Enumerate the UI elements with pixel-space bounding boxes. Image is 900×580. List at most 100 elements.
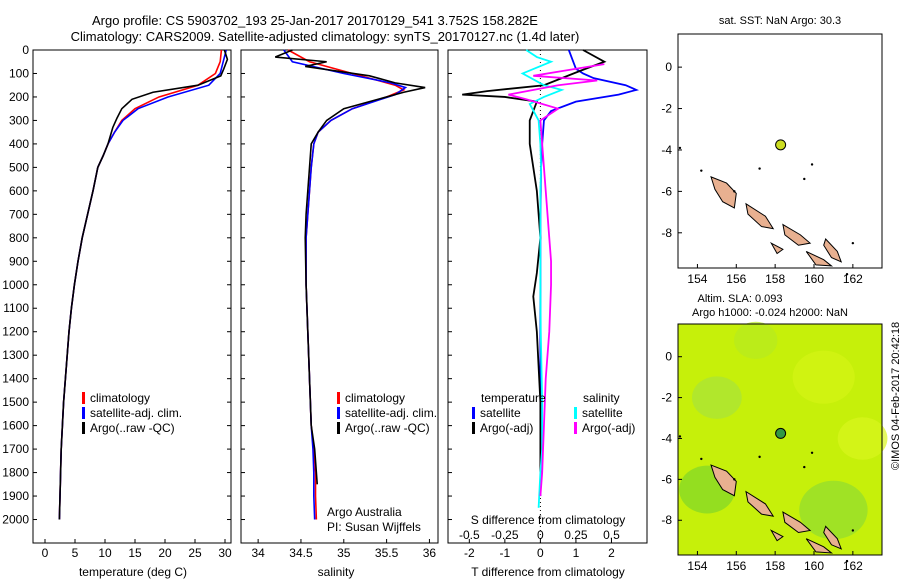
legend-swatch [82, 407, 85, 419]
legend-swatch [574, 422, 577, 434]
lat-tick-label: 0 [665, 350, 672, 364]
lon-tick-label: 162 [843, 272, 863, 286]
series-line [508, 63, 605, 497]
x-tick-label: 0 [537, 546, 544, 560]
legend-swatch [472, 422, 475, 434]
legend-swatch [337, 422, 340, 434]
y-tick-label: 1300 [2, 348, 29, 362]
y-tick-label: 0 [22, 43, 29, 57]
series-line [58, 49, 229, 520]
x-tick-label: 2 [608, 546, 615, 560]
lon-tick-label: 160 [804, 559, 824, 573]
lon-tick-label: 154 [687, 272, 707, 286]
difference-panel: -2-1012-0.5-0.2500.250.5temperaturesalin… [447, 49, 648, 560]
x-tick-label: -1 [500, 546, 511, 560]
x-tick-label: 36 [423, 546, 437, 560]
y-tick-label: 300 [9, 113, 29, 127]
lat-tick-label: -8 [661, 513, 672, 527]
lat-tick-label: -8 [661, 226, 672, 240]
x-tick-label: 1 [573, 546, 580, 560]
legend-label: satellite-adj. clim. [345, 406, 437, 420]
sla-map-panel: 154 156 158 160 162 0 -2 -4 -6 -8 [661, 321, 888, 573]
atoll [700, 169, 703, 172]
sla-blob [799, 480, 868, 540]
legend-label: Argo(-adj) [480, 421, 533, 435]
lat-tick-label: 0 [665, 60, 672, 74]
salinity-panel: 34 34.5 35 35.5 36 climatologysatellite-adj. … [240, 49, 439, 560]
salinity-annotation-line2: PI: Susan Wijffels [327, 520, 421, 534]
page-title-line1: Argo profile: CS 5903702_193 25-Jan-2017… [92, 13, 538, 28]
y-tick-label: 1900 [2, 489, 29, 503]
island [710, 176, 737, 209]
series-line [520, 49, 565, 508]
temperature-axis-label: temperature (deg C) [79, 565, 187, 579]
atoll [851, 529, 855, 532]
y-tick-label: 900 [9, 254, 29, 268]
lat-tick-label: -4 [661, 143, 672, 157]
y-tick-label: 200 [9, 90, 29, 104]
atoll [803, 465, 806, 469]
x-tick-label: 30 [218, 546, 232, 560]
island [745, 490, 775, 517]
s-tick-label: -0.25 [491, 528, 519, 542]
sla-blob [837, 417, 888, 460]
series-line [58, 49, 223, 520]
island [823, 238, 843, 263]
island [805, 538, 834, 554]
lon-tick-label: 158 [765, 559, 785, 573]
atoll [851, 241, 855, 245]
legend-swatch [337, 392, 340, 404]
x-tick-label: 0 [42, 546, 49, 560]
lon-tick-label: 154 [687, 559, 707, 573]
lon-tick-label: 156 [726, 272, 746, 286]
x-tick-label: -2 [464, 546, 475, 560]
x-tick-label: 35 [337, 546, 351, 560]
atoll [678, 435, 682, 438]
series-line [274, 49, 426, 485]
atoll [733, 478, 736, 481]
series-line [462, 49, 607, 473]
island [782, 511, 812, 534]
lon-tick-label: 156 [726, 559, 746, 573]
argo-float-marker [775, 139, 787, 151]
s-tick-label: -0.5 [459, 528, 480, 542]
lon-tick-label: 160 [804, 272, 824, 286]
legend-heading: salinity [583, 391, 620, 405]
x-tick-label: 25 [188, 546, 202, 560]
lon-tick-label: 158 [765, 272, 785, 286]
y-tick-label: 500 [9, 160, 29, 174]
island [769, 529, 784, 542]
page-title-line2: Climatology: CARS2009. Satellite-adjuste… [70, 29, 580, 44]
atoll [733, 190, 736, 193]
sla-map-title-line1: Altim. SLA: 0.093 [698, 293, 783, 305]
x-tick-label: 35.5 [375, 546, 399, 560]
y-tick-label: 1400 [2, 372, 29, 386]
x-tick-label: 20 [158, 546, 172, 560]
atoll [803, 177, 806, 181]
map-frame [677, 323, 883, 556]
lon-tick-label: 162 [843, 559, 863, 573]
legend-swatch [337, 407, 340, 419]
y-tick-label: 1800 [2, 466, 29, 480]
y-tick-label: 800 [9, 231, 29, 245]
island [805, 250, 834, 267]
x-tick-label: 34 [251, 546, 265, 560]
lat-tick-label: -2 [661, 391, 672, 405]
sst-map-panel: 154 156 158 160 162 0 -2 -4 -6 -8 [661, 33, 883, 286]
legend-swatch [574, 407, 577, 419]
legend-heading: temperature [481, 391, 546, 405]
map-frame [677, 33, 883, 269]
t-difference-axis-label: T difference from climatology [471, 565, 625, 579]
atoll [810, 451, 814, 454]
salinity-annotation-line1: Argo Australia [327, 505, 402, 519]
legend-label: satellite [582, 406, 623, 420]
atoll [845, 273, 849, 276]
atoll [810, 163, 814, 166]
legend-swatch [472, 407, 475, 419]
s-tick-label: 0.5 [603, 528, 620, 542]
plot-frame [32, 49, 232, 544]
sla-blob [691, 376, 742, 419]
y-tick-label: 1700 [2, 442, 29, 456]
x-tick-label: 15 [128, 546, 142, 560]
legend-label: satellite [480, 406, 521, 420]
